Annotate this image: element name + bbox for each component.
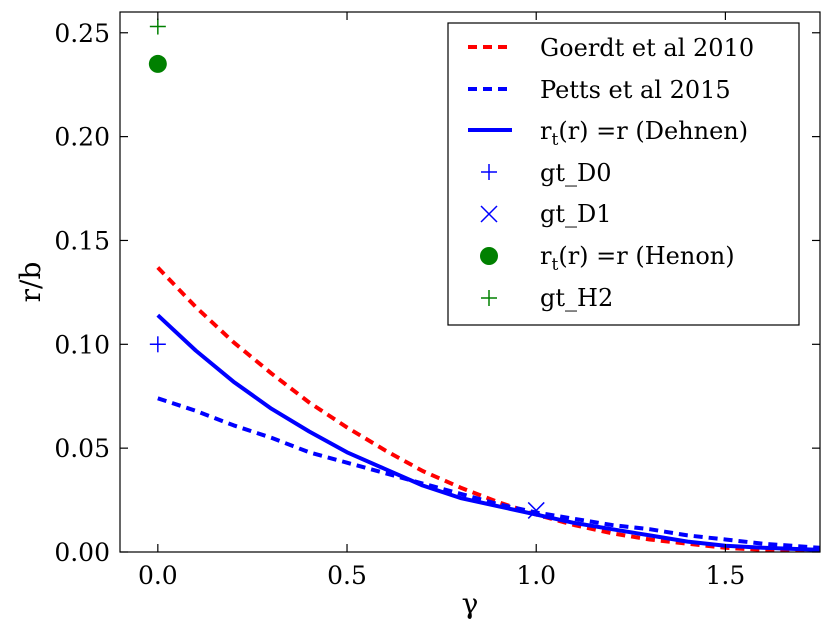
legend-label-henon-post: (r) =r (Henon) [558, 242, 734, 270]
tick-layer: 0.0 0.5 1.0 1.5 0.00 0.05 0.10 0.15 0.20 0.25 [54, 12, 820, 590]
y-tick-label: 0.15 [54, 226, 110, 255]
y-tick-label: 0.25 [54, 19, 110, 48]
y-tick-label: 0.00 [54, 538, 110, 567]
legend-label-dehnen-pre: r [540, 117, 552, 145]
legend-label-dehnen-sub: t [551, 130, 558, 150]
legend-label-d0: gt_D0 [540, 159, 612, 187]
legend-swatch-h2 [481, 290, 497, 306]
data-point-r-t-r-r-henon [148, 54, 167, 73]
y-tick-label: 0.20 [54, 123, 110, 152]
series-line-r-t-r-r-dehnen [156, 313, 820, 552]
x-tick-label: 1.5 [706, 561, 746, 590]
legend-box [447, 22, 800, 326]
legend-label-petts: Petts et al 2015 [540, 76, 731, 104]
series-line-goerdt-et-al-2010 [156, 266, 820, 552]
legend-label-dehnen-post: (r) =r (Dehnen) [558, 117, 748, 145]
series-layer [148, 18, 820, 552]
legend-label-d1: gt_D1 [540, 200, 612, 228]
y-tick-label: 0.05 [54, 434, 110, 463]
legend-label-henon-sub: t [551, 255, 558, 275]
legend-label-goerdt: Goerdt et al 2010 [540, 34, 754, 62]
series-line-petts-et-al-2015 [157, 396, 820, 550]
y-axis-label: r/b [14, 262, 47, 303]
data-point-gt-d1 [527, 501, 545, 519]
legend-swatch-henon [480, 247, 498, 265]
legend-label-dehnen: rt(r) =r (Dehnen) [540, 117, 748, 150]
y-tick-label: 0.10 [54, 330, 110, 359]
x-axis-label: γ [462, 587, 479, 620]
plot-frame [119, 11, 821, 553]
legend-swatch-d1 [480, 205, 498, 223]
x-tick-label: 1.0 [516, 561, 556, 590]
x-tick-label: 0.0 [138, 561, 178, 590]
data-point-gt-d0 [149, 336, 166, 353]
data-point-gt-h2 [149, 18, 166, 35]
legend-swatch-d0 [481, 164, 497, 180]
legend-label-h2: gt_H2 [540, 284, 613, 312]
x-tick-label: 0.5 [327, 561, 367, 590]
legend-label-henon: rt(r) =r (Henon) [540, 242, 735, 275]
legend: Goerdt et al 2010 Petts et al 2015 rt(r)… [447, 22, 800, 326]
legend-label-henon-pre: r [540, 242, 552, 270]
